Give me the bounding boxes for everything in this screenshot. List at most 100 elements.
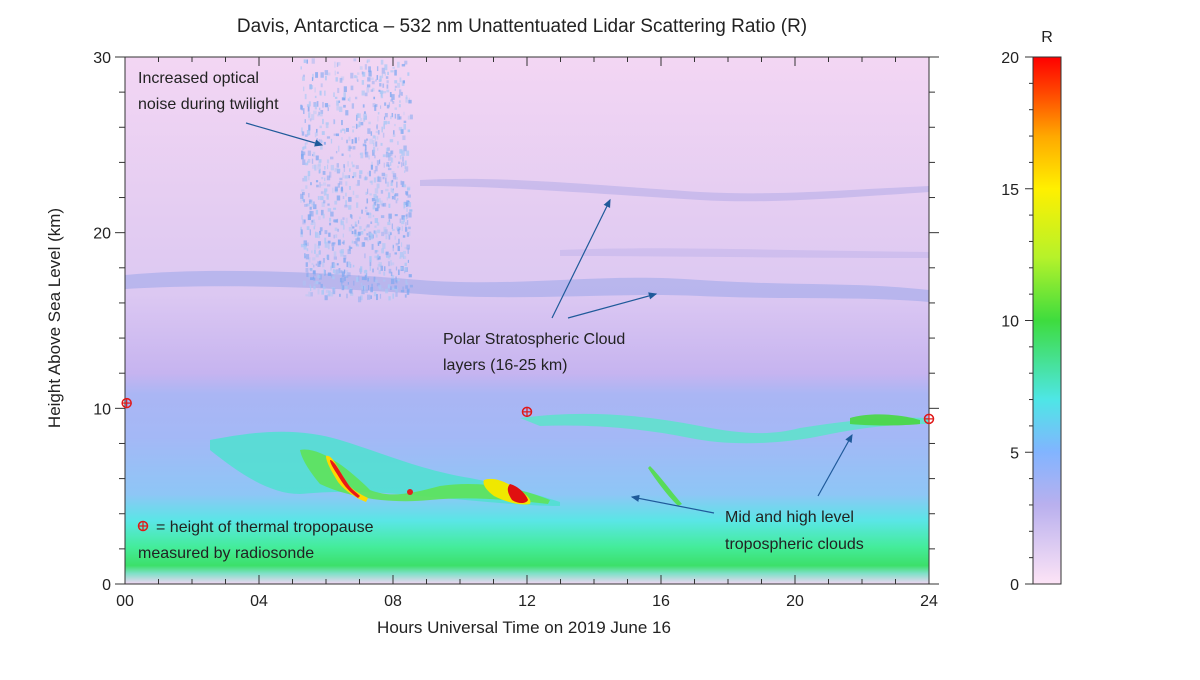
noise-speck <box>327 72 331 76</box>
noise-speck <box>343 255 347 260</box>
noise-speck <box>317 288 320 295</box>
noise-speck <box>329 217 332 222</box>
noise-speck <box>392 247 394 252</box>
noise-speck <box>327 208 332 212</box>
noise-speck <box>370 287 374 293</box>
noise-speck <box>336 100 339 106</box>
colorbar-gradient <box>1032 56 1062 585</box>
noise-speck <box>371 80 375 85</box>
noise-speck <box>407 187 410 191</box>
noise-speck <box>376 203 380 209</box>
noise-speck <box>404 227 408 232</box>
noise-speck <box>383 116 386 120</box>
noise-speck <box>332 288 336 295</box>
noise-speck <box>355 183 359 187</box>
noise-speck <box>402 255 407 260</box>
noise-speck <box>351 240 354 244</box>
cloud-hotspot-2-core <box>507 484 528 503</box>
noise-speck <box>390 115 392 120</box>
noise-speck <box>369 235 371 241</box>
noise-speck <box>328 232 331 237</box>
noise-speck <box>405 279 408 284</box>
annotation-noise-line2: noise during twilight <box>138 96 279 113</box>
noise-speck <box>371 283 373 289</box>
noise-speck <box>392 245 394 248</box>
noise-speck <box>405 166 409 172</box>
noise-speck <box>337 87 340 94</box>
y-tick-label: 10 <box>93 401 111 418</box>
noise-speck <box>384 71 386 76</box>
noise-speck <box>378 79 382 82</box>
noise-speck <box>387 254 391 260</box>
noise-speck <box>378 270 381 275</box>
noise-speck <box>374 230 377 235</box>
noise-speck <box>384 112 388 118</box>
noise-speck <box>355 244 360 247</box>
noise-speck <box>365 273 368 278</box>
noise-speck <box>300 228 302 235</box>
noise-speck <box>384 102 387 106</box>
noise-speck <box>305 294 309 297</box>
noise-speck <box>311 220 314 223</box>
noise-speck <box>333 92 335 97</box>
noise-speck <box>324 295 328 301</box>
noise-speck <box>391 94 395 100</box>
noise-speck <box>349 168 351 172</box>
noise-speck <box>404 270 406 274</box>
noise-speck <box>336 106 340 111</box>
noise-speck <box>331 292 334 297</box>
noise-speck <box>319 182 321 188</box>
noise-speck <box>300 199 302 203</box>
noise-speck <box>315 263 318 266</box>
noise-speck <box>323 269 325 275</box>
noise-speck <box>383 226 387 233</box>
noise-speck <box>368 70 372 77</box>
noise-speck <box>375 199 377 203</box>
noise-speck <box>364 149 367 155</box>
noise-speck <box>386 196 388 201</box>
noise-speck <box>408 202 412 208</box>
noise-speck <box>353 280 355 286</box>
noise-speck <box>330 211 334 217</box>
noise-speck <box>303 254 306 259</box>
noise-speck <box>329 171 332 178</box>
noise-speck <box>359 226 362 230</box>
noise-speck <box>301 131 305 136</box>
noise-speck <box>359 152 362 156</box>
noise-speck <box>391 188 394 194</box>
noise-speck <box>318 139 320 144</box>
noise-speck <box>356 276 359 283</box>
noise-speck <box>361 71 364 75</box>
noise-speck <box>373 291 377 297</box>
noise-speck <box>378 262 383 267</box>
noise-speck <box>351 139 354 144</box>
noise-speck <box>380 215 385 219</box>
noise-speck <box>382 132 385 138</box>
noise-speck <box>377 147 379 151</box>
noise-speck <box>333 234 335 239</box>
noise-speck <box>368 121 371 125</box>
noise-speck <box>310 222 314 225</box>
noise-speck <box>364 139 367 144</box>
noise-speck <box>377 130 380 135</box>
noise-speck <box>313 204 317 210</box>
noise-speck <box>374 279 378 284</box>
noise-speck <box>341 97 346 101</box>
noise-speck <box>345 270 349 274</box>
noise-speck <box>407 72 410 76</box>
noise-speck <box>305 185 308 189</box>
noise-speck <box>401 181 405 188</box>
noise-speck <box>367 128 371 134</box>
noise-speck <box>406 288 410 292</box>
noise-speck <box>385 147 389 154</box>
noise-speck <box>398 94 401 98</box>
noise-speck <box>316 101 319 107</box>
noise-speck <box>364 274 366 281</box>
noise-speck <box>347 145 350 151</box>
noise-speck <box>348 227 353 232</box>
noise-speck <box>372 204 376 210</box>
noise-speck <box>352 172 357 178</box>
cloud-band-high <box>520 413 929 444</box>
noise-speck <box>310 277 314 281</box>
noise-speck <box>370 164 373 170</box>
